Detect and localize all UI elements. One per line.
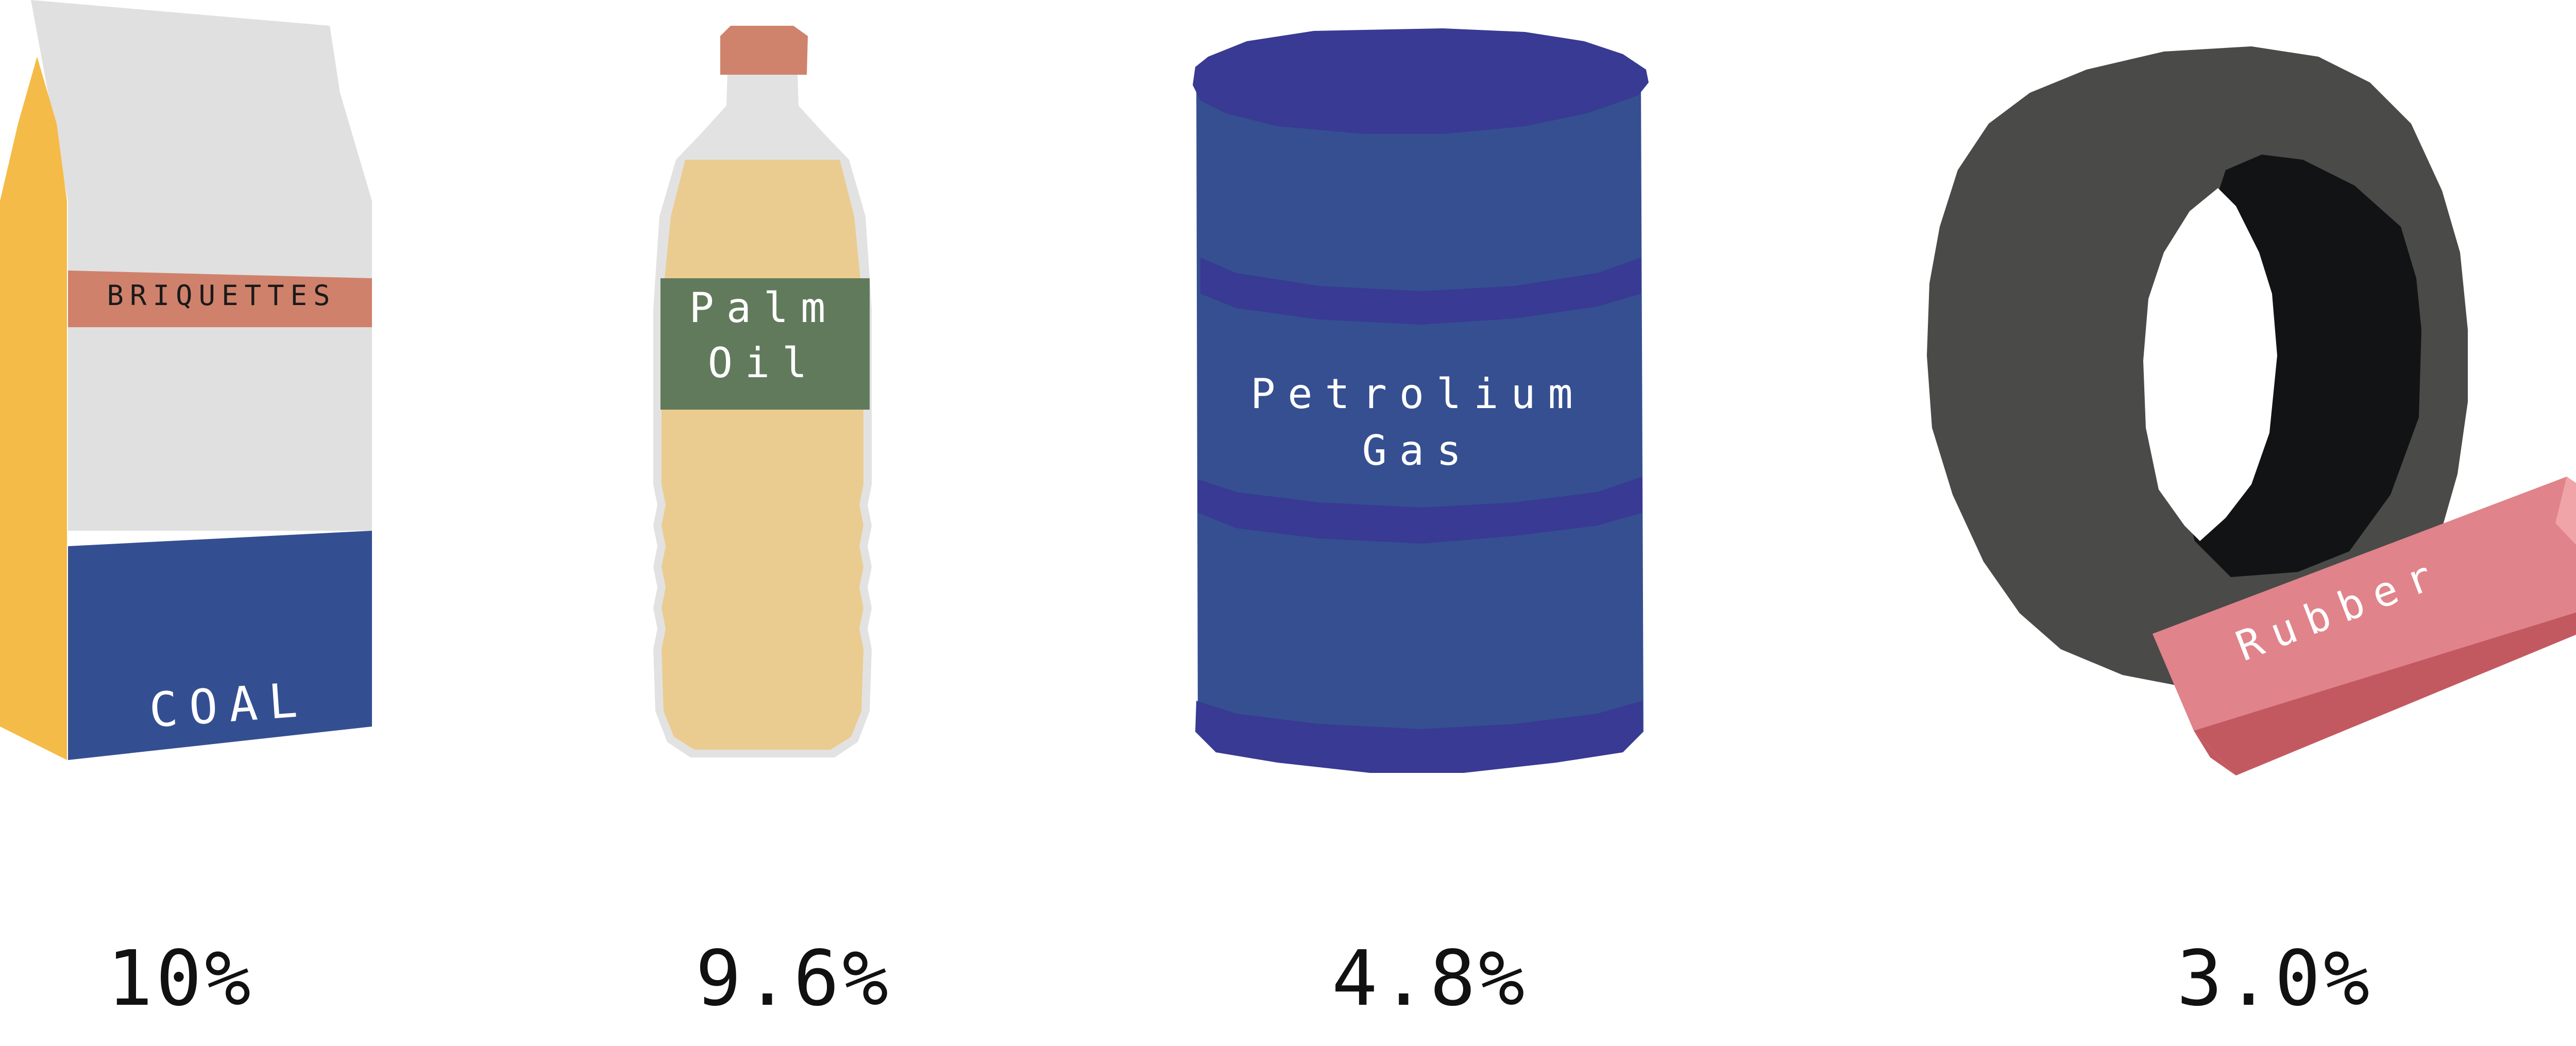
bag-front xyxy=(31,0,372,531)
rubber-block-highlight xyxy=(2555,477,2576,545)
percent-rubber: 3.0% xyxy=(2177,934,2372,1023)
bag-side xyxy=(0,57,67,760)
barrel-body xyxy=(1196,77,1643,773)
tire-hole xyxy=(2143,188,2277,541)
barrel-rib-2 xyxy=(1198,477,1642,544)
barrel-bottom-rim xyxy=(1195,701,1642,773)
bag-label-band xyxy=(68,271,372,327)
barrel-rib-1 xyxy=(1200,258,1641,325)
rubber-block-side xyxy=(2194,612,2576,775)
coal-briquettes-bag-icon: BRIQUETTES COAL xyxy=(0,0,372,760)
bottle-label xyxy=(660,278,870,410)
percent-petrolium-gas: 4.8% xyxy=(1332,934,1528,1023)
barrel-label-line2: Gas xyxy=(1362,427,1474,475)
rubber-tire-icon: Rubber xyxy=(1927,46,2576,775)
bottle-oil xyxy=(662,160,863,750)
bottle-cap xyxy=(720,26,808,75)
bag-base xyxy=(68,531,372,760)
rubber-block-top xyxy=(2153,477,2576,731)
bottle-label-line1: Palm xyxy=(689,284,838,332)
petrolium-gas-barrel-icon: Petrolium Gas xyxy=(1193,28,1649,773)
percent-coal: 10% xyxy=(107,934,253,1023)
bottle-label-line2: Oil xyxy=(708,339,820,387)
barrel-label-line1: Petrolium xyxy=(1250,370,1585,418)
bag-top-label: BRIQUETTES xyxy=(107,279,336,312)
palm-oil-bottle-icon: Palm Oil xyxy=(653,26,872,757)
barrel-top xyxy=(1193,28,1649,134)
bag-bottom-label: COAL xyxy=(147,672,310,738)
rubber-block-bottom xyxy=(2194,731,2236,775)
percent-palm-oil: 9.6% xyxy=(696,934,891,1023)
